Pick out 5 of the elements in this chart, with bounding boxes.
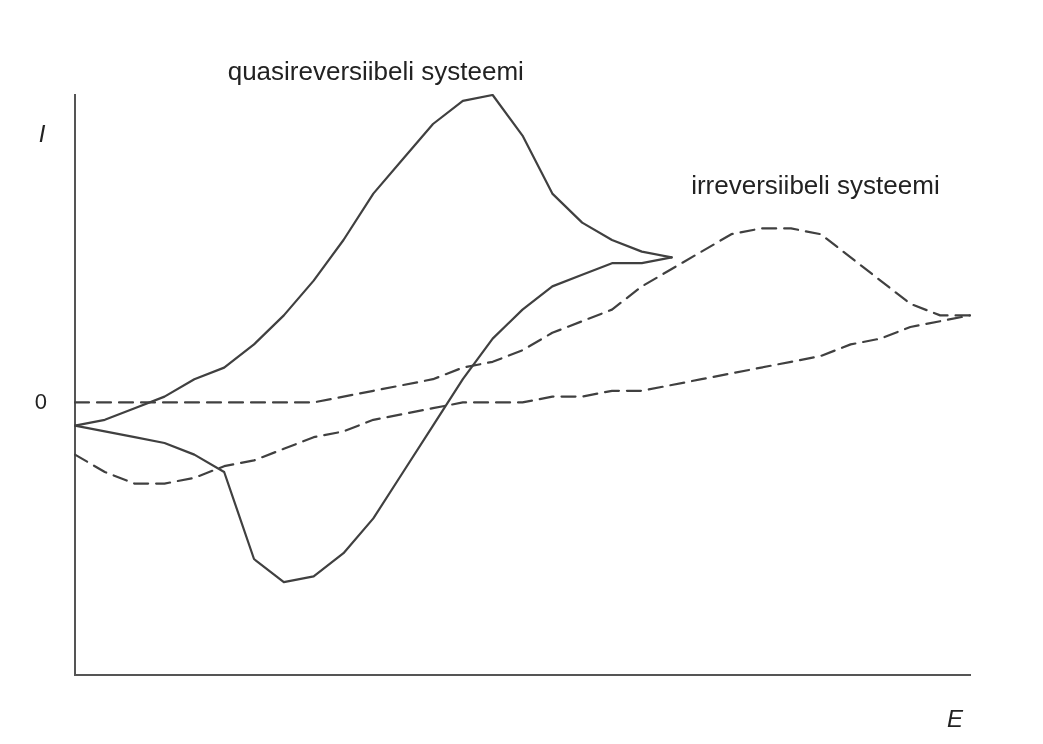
series-label: irreversiibeli systeemi — [691, 170, 940, 201]
series-label: quasireversiibeli systeemi — [227, 56, 524, 86]
y-axis-title: I — [38, 119, 46, 147]
text: 0 — [34, 389, 47, 415]
x-axis-title: E — [946, 704, 964, 732]
